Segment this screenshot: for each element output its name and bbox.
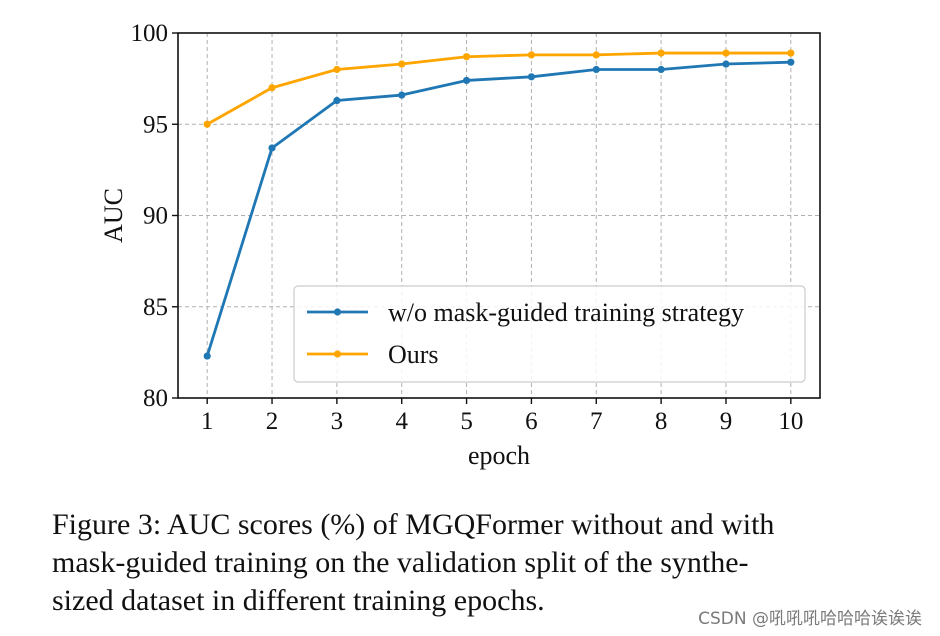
data-point-1 bbox=[268, 84, 276, 92]
data-point-1 bbox=[722, 49, 730, 57]
data-point-1 bbox=[592, 51, 600, 59]
x-tick-label: 2 bbox=[266, 408, 279, 435]
auc-line-chart: 1 2 3 4 5 6 7 8 9 10 80 85 90 95 100 epoch AUC w/o mas… bbox=[99, 20, 821, 470]
y-tick-label: 95 bbox=[143, 111, 168, 138]
data-point-0 bbox=[203, 352, 211, 360]
x-tick-label: 1 bbox=[201, 408, 214, 435]
data-point-0 bbox=[657, 65, 665, 74]
legend-swatch-marker bbox=[333, 308, 342, 316]
series-line-1 bbox=[206, 51, 791, 126]
data-point-0 bbox=[722, 60, 730, 68]
data-point-0 bbox=[462, 76, 471, 85]
x-tick-label: 4 bbox=[395, 408, 408, 435]
x-tick-label: 5 bbox=[460, 408, 473, 435]
y-tick-label: 100 bbox=[131, 20, 169, 47]
data-point-1 bbox=[527, 51, 536, 59]
y-axis-label: AUC bbox=[99, 188, 128, 243]
watermark-text: CSDN @吼吼吼哈哈哈诶诶诶 bbox=[698, 609, 922, 629]
x-axis-label: epoch bbox=[468, 441, 530, 470]
data-point-1 bbox=[787, 49, 795, 57]
y-tick-label: 80 bbox=[143, 385, 168, 412]
data-point-1 bbox=[203, 120, 211, 128]
x-tick-label: 9 bbox=[720, 408, 733, 435]
figure-caption: Figure 3: AUC scores (%) of MGQFormer wi… bbox=[52, 508, 775, 617]
data-point-1 bbox=[462, 53, 471, 61]
data-point-0 bbox=[592, 65, 600, 74]
data-point-0 bbox=[268, 144, 276, 152]
x-tick-label: 6 bbox=[525, 408, 538, 435]
data-point-1 bbox=[398, 60, 406, 68]
legend-entry-label: Ours bbox=[388, 340, 439, 369]
series-line-0 bbox=[205, 60, 791, 357]
data-point-0 bbox=[398, 91, 406, 99]
x-tick-label: 8 bbox=[655, 408, 668, 435]
x-tick-label: 3 bbox=[331, 408, 344, 435]
axis-ticks: 1 2 3 4 5 6 7 8 9 10 80 85 90 95 100 bbox=[131, 20, 804, 435]
legend: w/o mask-guided training strategy Ours bbox=[293, 285, 806, 383]
y-tick-label: 85 bbox=[143, 294, 168, 321]
data-point-0 bbox=[333, 96, 341, 105]
legend-entry-label: w/o mask-guided training strategy bbox=[388, 298, 744, 327]
series-lines bbox=[203, 49, 795, 360]
data-point-1 bbox=[657, 49, 665, 57]
legend-swatch-marker bbox=[333, 350, 342, 358]
data-point-0 bbox=[787, 58, 795, 66]
x-tick-label: 7 bbox=[590, 408, 603, 435]
data-point-1 bbox=[333, 65, 341, 74]
data-point-0 bbox=[527, 73, 536, 81]
y-tick-label: 90 bbox=[143, 203, 168, 230]
x-tick-label: 10 bbox=[778, 408, 803, 435]
legend-box bbox=[293, 285, 806, 383]
